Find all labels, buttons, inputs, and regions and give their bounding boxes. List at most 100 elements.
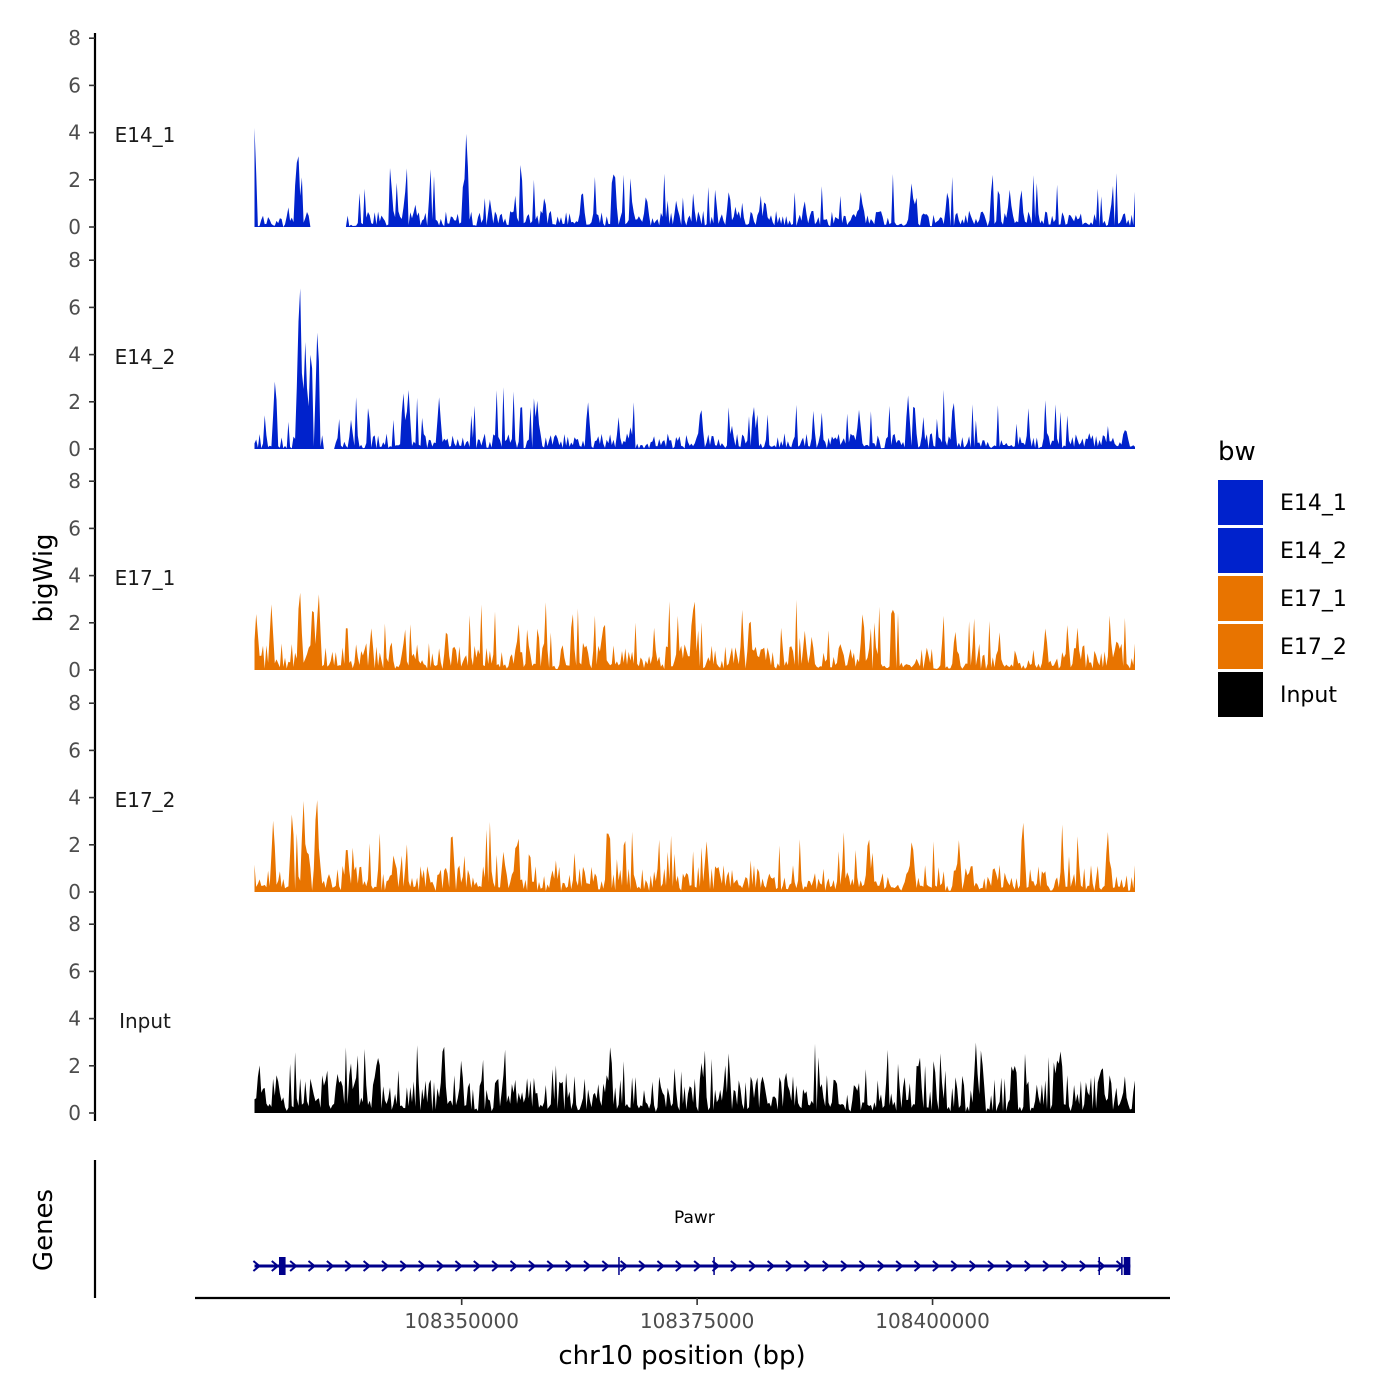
y-tick-label: 2	[68, 833, 81, 857]
strand-arrow-icon	[289, 1260, 298, 1272]
track-label: E14_2	[115, 345, 176, 369]
strand-arrow-icon	[638, 1260, 647, 1272]
strand-arrow-icon	[987, 1260, 996, 1272]
y-tick-label: 2	[68, 1054, 81, 1078]
strand-arrow-icon	[564, 1260, 574, 1272]
strand-arrow-icon	[895, 1260, 904, 1272]
x-axis: 108350000 108375000 108400000	[195, 1296, 1170, 1333]
y-tick-label: 4	[68, 786, 81, 810]
legend-label: E17_1	[1280, 587, 1347, 612]
legend-label: E14_1	[1280, 491, 1347, 516]
track-e14-1: 0 2 4 6 8 E14_1	[68, 26, 1135, 239]
strand-arrow-icon	[601, 1260, 610, 1272]
x-tick-label: 108400000	[875, 1309, 990, 1333]
y-tick-label: 6	[68, 516, 81, 540]
strand-arrow-icon	[858, 1260, 867, 1272]
strand-arrow-icon	[362, 1260, 372, 1272]
exon	[278, 1257, 286, 1275]
strand-arrow-icon	[932, 1260, 941, 1272]
strand-arrow-icon	[1005, 1260, 1014, 1272]
y-tick-label: 8	[68, 912, 81, 936]
track-label: Input	[119, 1009, 171, 1033]
strand-arrow-icon	[656, 1260, 665, 1272]
track-label: E17_2	[115, 788, 176, 812]
legend-key	[1218, 576, 1263, 621]
x-tick-label: 108350000	[404, 1309, 519, 1333]
coverage-area	[254, 1042, 1135, 1113]
strand-arrow-icon	[491, 1260, 500, 1272]
strand-arrow-icon	[307, 1260, 317, 1272]
track-input: 0 2 4 6 8 Input	[68, 912, 1135, 1125]
y-tick-label: 8	[68, 469, 81, 493]
y-tick-label: 4	[68, 1007, 81, 1031]
x-axis-title: chr10 position (bp)	[558, 1341, 805, 1371]
strand-arrow-icon	[968, 1260, 978, 1272]
legend-key	[1218, 672, 1263, 717]
y-tick-label: 4	[68, 564, 81, 588]
strand-arrow-icon	[1060, 1260, 1069, 1272]
track-label: E14_1	[115, 123, 176, 147]
x-tick-label: 108375000	[640, 1309, 755, 1333]
y-tick-label: 0	[68, 437, 81, 461]
strand-arrow-icon	[252, 1260, 261, 1272]
legend-label: Input	[1280, 683, 1337, 708]
y-tick-label: 4	[68, 343, 81, 367]
strand-arrow-icon	[840, 1260, 849, 1272]
strand-arrow-icon	[418, 1260, 427, 1272]
y-tick-label: 2	[68, 390, 81, 414]
y-axis-title: bigWig	[29, 533, 59, 622]
legend-label: E14_2	[1280, 539, 1347, 564]
y-tick-label: 0	[68, 1101, 81, 1125]
track-label: E17_1	[115, 566, 176, 590]
y-tick-label: 6	[68, 959, 81, 983]
strand-arrow-icon	[877, 1260, 886, 1272]
legend: bw E14_1 E14_2 E17_1 E17_2 Input	[1218, 437, 1347, 717]
y-tick-label: 8	[68, 26, 81, 50]
strand-arrow-icon	[620, 1260, 629, 1272]
y-tick-label: 2	[68, 168, 81, 192]
legend-key	[1218, 624, 1263, 669]
strand-arrow-icon	[730, 1260, 739, 1272]
strand-arrow-icon	[271, 1260, 280, 1272]
strand-arrow-icon	[546, 1260, 555, 1272]
strand-arrow-icon	[1042, 1260, 1051, 1272]
strand-arrow-icon	[748, 1260, 757, 1272]
strand-arrow-icon	[583, 1260, 592, 1272]
strand-arrow-icon	[399, 1260, 408, 1272]
coverage-area	[254, 592, 1135, 670]
genes-axis-title: Genes	[29, 1189, 59, 1271]
legend-title: bw	[1218, 437, 1256, 467]
y-tick-label: 8	[68, 248, 81, 272]
strand-arrow-icon	[950, 1260, 959, 1272]
strand-arrow-icon	[693, 1260, 702, 1272]
legend-key	[1218, 480, 1263, 525]
strand-arrow-icon	[509, 1260, 519, 1272]
strand-arrow-icon	[436, 1260, 445, 1272]
y-tick-label: 4	[68, 121, 81, 145]
y-tick-label: 6	[68, 295, 81, 319]
gene-label: Pawr	[674, 1208, 715, 1228]
strand-arrow-icon	[766, 1260, 776, 1272]
strand-arrow-icon	[675, 1260, 684, 1272]
track-e17-2: 0 2 4 6 8 E17_2	[68, 691, 1135, 904]
coverage-area	[254, 288, 1135, 449]
legend-label: E17_2	[1280, 635, 1347, 660]
strand-arrow-icon	[1079, 1260, 1088, 1272]
track-e14-2: 0 2 4 6 8 E14_2	[68, 248, 1135, 461]
coverage-tracks: 0 2 4 6 8 E14_1 0 2 4 6 8 E14_2 0 2 4 6 8 E17_1 0 2 4 6 8 E17_2…	[68, 26, 1135, 1125]
coverage-area	[254, 800, 1135, 892]
strand-arrow-icon	[473, 1260, 482, 1272]
track-e17-1: 0 2 4 6 8 E17_1	[68, 469, 1135, 682]
exon	[1123, 1257, 1131, 1275]
strand-arrow-icon	[1024, 1260, 1033, 1272]
y-tick-label: 0	[68, 658, 81, 682]
y-tick-label: 0	[68, 880, 81, 904]
strand-arrow-icon	[822, 1260, 831, 1272]
strand-arrow-icon	[528, 1260, 537, 1272]
y-tick-label: 8	[68, 691, 81, 715]
strand-arrow-icon	[803, 1260, 812, 1272]
strand-arrow-icon	[344, 1260, 353, 1272]
legend-key	[1218, 528, 1263, 573]
y-tick-label: 6	[68, 73, 81, 97]
